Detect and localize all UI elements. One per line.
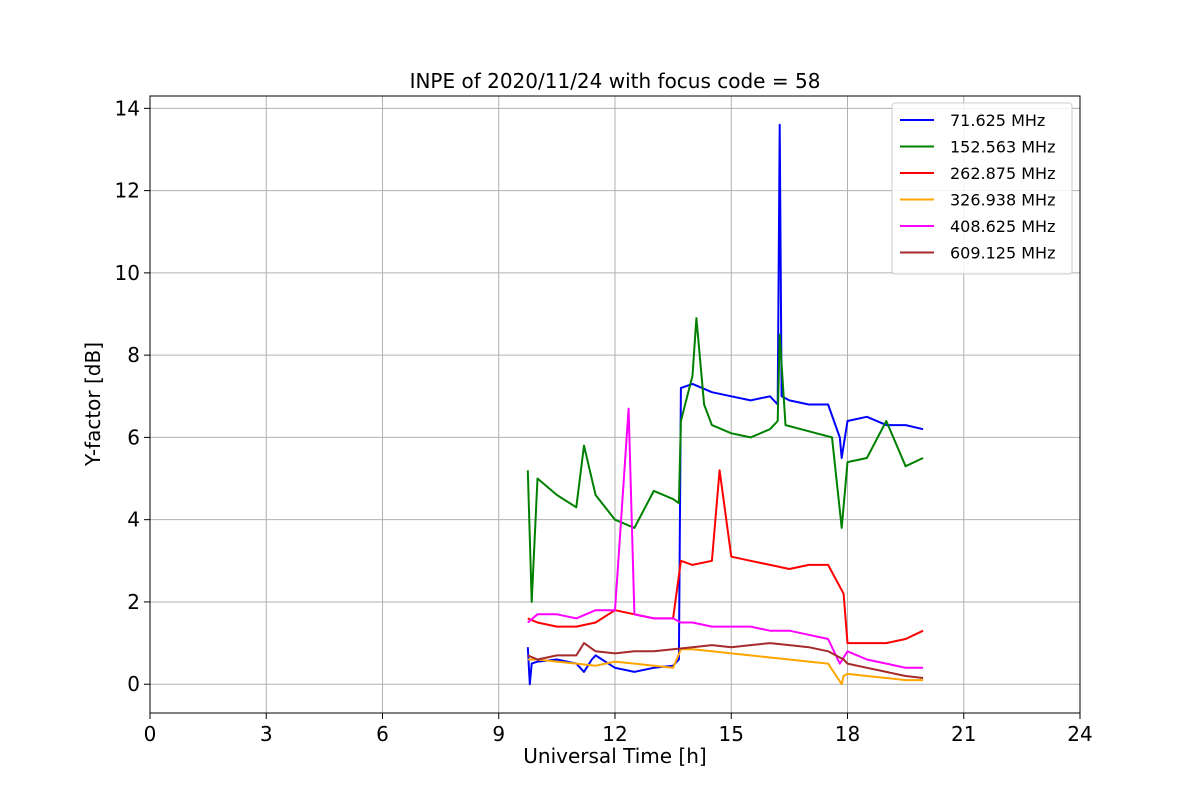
x-tick-label: 0 bbox=[144, 722, 157, 746]
series-line-262-875-mhz bbox=[527, 469, 924, 645]
x-tick-label: 6 bbox=[376, 722, 389, 746]
x-tick-label: 21 bbox=[951, 722, 976, 746]
legend-label-262-875-mhz: 262.875 MHz bbox=[950, 164, 1055, 183]
y-tick-label: 2 bbox=[127, 590, 140, 614]
x-tick-label: 18 bbox=[835, 722, 860, 746]
x-tick-label: 9 bbox=[492, 722, 505, 746]
legend-label-609-125-mhz: 609.125 MHz bbox=[950, 244, 1055, 263]
x-tick-label: 12 bbox=[602, 722, 627, 746]
legend-label-152-563-mhz: 152.563 MHz bbox=[950, 138, 1055, 157]
chart-title: INPE of 2020/11/24 with focus code = 58 bbox=[410, 69, 821, 93]
y-axis-ticks: 0 2 4 6 8 10 12 14 bbox=[115, 96, 150, 696]
y-tick-label: 12 bbox=[115, 179, 140, 203]
x-axis-label: Universal Time [h] bbox=[523, 744, 706, 768]
series-line-152-563-mhz bbox=[526, 317, 924, 603]
y-tick-label: 14 bbox=[115, 96, 140, 120]
legend-frame bbox=[891, 102, 1073, 275]
x-axis-ticks: 0 3 6 9 12 15 18 21 24 bbox=[144, 713, 1093, 746]
series-line-609-125-mhz bbox=[527, 642, 924, 679]
series-lines bbox=[526, 123, 924, 686]
x-tick-label: 24 bbox=[1067, 722, 1092, 746]
x-tick-label: 15 bbox=[719, 722, 744, 746]
series-line-408-625-mhz bbox=[527, 407, 924, 669]
series-line-71-625-mhz bbox=[526, 123, 924, 686]
x-tick-label: 3 bbox=[260, 722, 273, 746]
y-tick-label: 4 bbox=[127, 508, 140, 532]
legend-label-71-625-mhz: 71.625 MHz bbox=[950, 111, 1045, 130]
series-line-326-938-mhz bbox=[527, 648, 924, 686]
legend: 71.625 MHz 152.563 MHz 262.875 MHz 326.938 … bbox=[891, 102, 1073, 275]
legend-label-326-938-mhz: 326.938 MHz bbox=[950, 191, 1055, 210]
y-tick-label: 10 bbox=[115, 261, 140, 285]
y-tick-label: 0 bbox=[127, 672, 140, 696]
legend-label-408-625-mhz: 408.625 MHz bbox=[950, 217, 1055, 236]
y-tick-label: 6 bbox=[127, 425, 140, 449]
y-axis-label: Y-factor [dB] bbox=[81, 342, 105, 467]
y-tick-label: 8 bbox=[127, 343, 140, 367]
